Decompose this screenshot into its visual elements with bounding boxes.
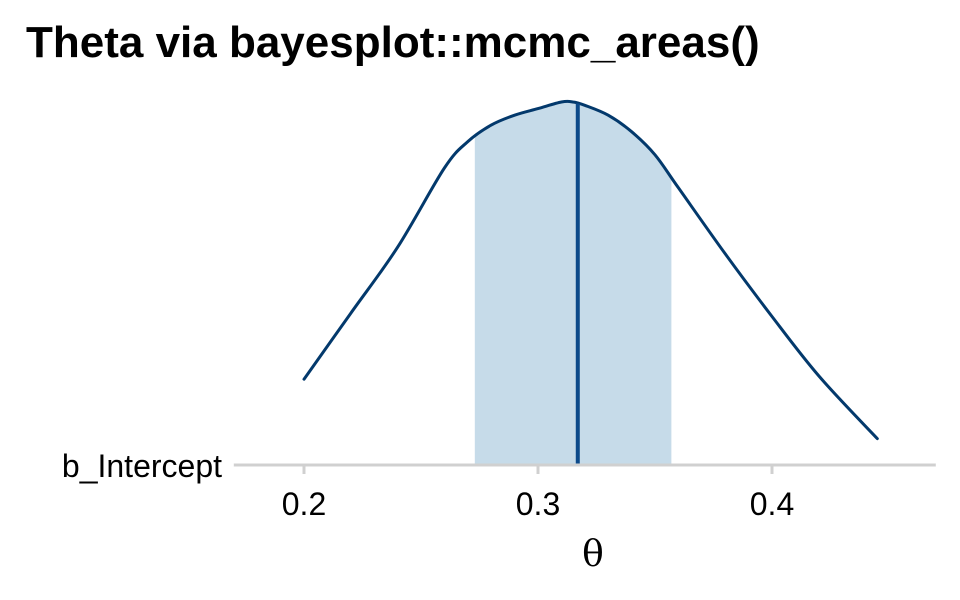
x-axis: 0.2 0.3 0.4 [233, 463, 936, 522]
density-curve [302, 99, 879, 441]
chart-title: Theta via bayesplot::mcmc_areas() [26, 18, 760, 67]
credible-interval-group [474, 101, 672, 466]
y-category-label: b_Intercept [62, 448, 222, 484]
x-tick-label: 0.2 [282, 486, 326, 522]
density-group [302, 99, 879, 441]
credible-interval-area [474, 101, 672, 466]
x-tick-label: 0.3 [516, 486, 560, 522]
x-tick-label: 0.4 [750, 486, 794, 522]
x-axis-title: θ [582, 534, 604, 575]
